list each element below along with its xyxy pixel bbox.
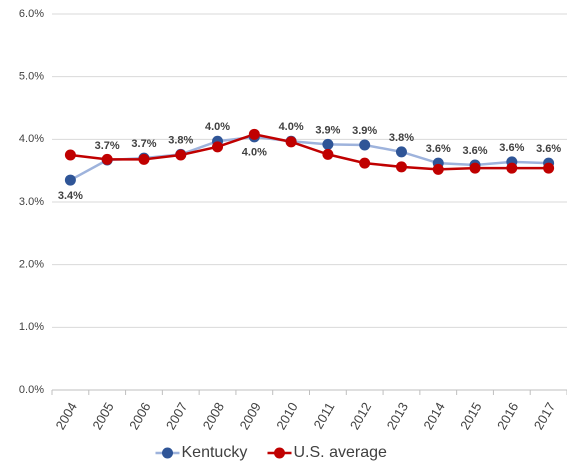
x-tick-label: 2010 <box>273 400 300 433</box>
marker <box>395 146 407 158</box>
data-label: 3.8% <box>389 132 414 144</box>
data-label: 4.0% <box>205 121 230 133</box>
data-label: 4.0% <box>279 121 304 133</box>
legend-label: Kentucky <box>182 444 248 461</box>
y-tick-label: 6.0% <box>19 8 44 20</box>
marker <box>64 149 76 161</box>
x-tick-label: 2015 <box>457 400 484 433</box>
y-tick-label: 3.0% <box>19 196 44 208</box>
data-label: 3.9% <box>352 125 377 137</box>
data-label: 3.6% <box>426 143 451 155</box>
marker <box>506 162 518 174</box>
data-label: 4.0% <box>242 147 267 159</box>
x-tick-label: 2009 <box>236 400 263 433</box>
data-label: 3.8% <box>168 134 193 146</box>
marker <box>175 149 187 161</box>
marker <box>322 138 334 150</box>
y-tick-label: 1.0% <box>19 321 44 333</box>
y-tick-label: 2.0% <box>19 259 44 271</box>
y-tick-label: 0.0% <box>19 384 44 396</box>
x-tick-label: 2011 <box>310 400 337 432</box>
marker <box>432 163 444 175</box>
data-label: 3.7% <box>95 140 120 152</box>
x-tick-label: 2006 <box>126 400 153 433</box>
marker <box>212 141 224 153</box>
x-tick-label: 2017 <box>531 400 558 433</box>
legend-marker <box>274 447 285 459</box>
x-tick-label: 2014 <box>420 400 447 433</box>
marker <box>395 161 407 173</box>
marker <box>248 128 260 140</box>
marker <box>322 148 334 160</box>
x-tick-label: 2008 <box>200 400 227 433</box>
x-tick-label: 2016 <box>494 400 521 433</box>
x-tick-label: 2012 <box>347 400 374 433</box>
marker <box>285 136 297 148</box>
x-tick-label: 2005 <box>89 400 116 433</box>
series-line <box>70 133 549 171</box>
y-tick-label: 5.0% <box>19 71 44 83</box>
data-label: 3.6% <box>462 145 487 157</box>
legend-marker <box>162 447 173 459</box>
x-tick-label: 2007 <box>163 400 190 433</box>
marker <box>359 139 371 151</box>
data-label: 3.6% <box>536 143 561 155</box>
marker <box>64 174 76 186</box>
x-tick-label: 2013 <box>384 400 411 433</box>
data-label: 3.4% <box>58 190 83 202</box>
marker <box>359 157 371 169</box>
marker <box>469 162 481 174</box>
marker <box>543 162 555 174</box>
marker <box>138 153 150 165</box>
x-tick-label: 2004 <box>53 400 80 433</box>
legend-label: U.S. average <box>294 444 387 461</box>
marker <box>101 153 113 165</box>
y-tick-label: 4.0% <box>19 133 44 145</box>
data-label: 3.6% <box>499 142 524 154</box>
data-label: 3.7% <box>131 138 156 150</box>
data-label: 3.9% <box>315 124 340 136</box>
